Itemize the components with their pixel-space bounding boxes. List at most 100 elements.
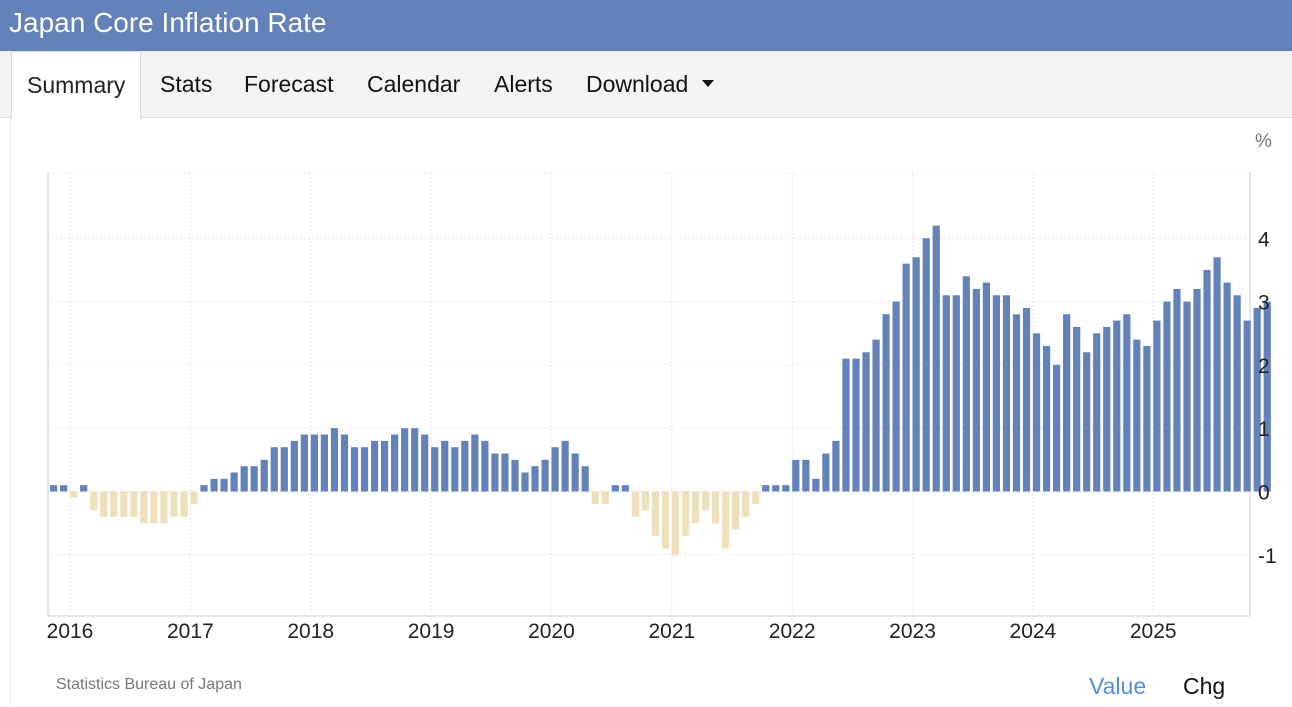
bar [912, 257, 920, 492]
bar [681, 491, 690, 536]
bar [541, 459, 549, 492]
bar [1163, 301, 1171, 492]
bar [601, 491, 609, 505]
bar [1093, 333, 1101, 492]
bar [631, 491, 639, 517]
bar [230, 472, 238, 492]
bar [50, 485, 58, 492]
bar [451, 447, 459, 492]
bar [491, 453, 499, 492]
bar [70, 491, 78, 498]
bar [671, 491, 680, 555]
bar [902, 263, 910, 492]
bar [1223, 282, 1231, 492]
bar [762, 485, 770, 492]
bar [1193, 288, 1201, 492]
bar [240, 466, 248, 492]
bar [641, 491, 649, 511]
bar [661, 491, 670, 549]
x-tick-label: 2016 [47, 620, 94, 643]
bar [701, 491, 710, 511]
tab-forecast[interactable]: Forecast [244, 71, 334, 97]
x-tick-label: 2025 [1130, 620, 1177, 643]
bar [591, 491, 599, 505]
bar [501, 453, 509, 492]
bar [621, 485, 629, 492]
bar [280, 447, 288, 492]
bar [180, 491, 188, 517]
bar [110, 491, 118, 517]
bar [962, 276, 970, 492]
bar [1042, 345, 1051, 492]
bar [872, 339, 880, 492]
bar [1233, 295, 1241, 492]
bar [982, 282, 990, 492]
bar [1053, 364, 1061, 492]
bar [1203, 269, 1211, 492]
bar [330, 428, 339, 492]
bar [742, 491, 750, 517]
bar [691, 491, 700, 524]
value-toggle[interactable]: Value [1089, 673, 1147, 699]
bar [551, 447, 559, 492]
chg-toggle[interactable]: Chg [1183, 673, 1226, 699]
y-tick-label: -1 [1258, 545, 1277, 568]
bar [391, 434, 399, 492]
bar [1103, 326, 1111, 492]
bar [370, 440, 379, 492]
x-tick-label: 2017 [167, 620, 214, 643]
bar [421, 434, 429, 492]
tab-alerts[interactable]: Alerts [494, 71, 553, 97]
bar [521, 472, 529, 492]
x-tick-label: 2021 [648, 620, 695, 643]
bar [401, 428, 409, 492]
tab-download[interactable]: Download [571, 51, 729, 118]
bar [1073, 326, 1081, 492]
bar [892, 301, 900, 492]
y-tick-label: 4 [1258, 228, 1270, 251]
bar [431, 447, 439, 492]
bar [972, 288, 980, 492]
bar [1083, 352, 1091, 492]
bar [310, 434, 318, 492]
x-tick-label: 2024 [1010, 620, 1057, 643]
bar [922, 238, 930, 492]
bar [270, 447, 278, 492]
bar [752, 491, 760, 505]
bar [1143, 345, 1151, 492]
bar [290, 440, 298, 492]
bar [200, 485, 208, 492]
bar [380, 440, 389, 492]
bar [1002, 295, 1011, 492]
tab-calendar[interactable]: Calendar [367, 71, 461, 97]
title-bar: Japan Core Inflation Rate [0, 0, 1292, 51]
bar [100, 491, 108, 517]
bar [782, 485, 790, 492]
bar [170, 491, 178, 517]
bar [150, 491, 158, 524]
bar [832, 440, 840, 492]
bar [481, 440, 489, 492]
bar [60, 485, 68, 492]
bar [1133, 339, 1141, 492]
tab-stats[interactable]: Stats [160, 71, 213, 97]
y-tick-label: 2 [1258, 355, 1270, 378]
bar [772, 485, 780, 492]
bar [1263, 301, 1271, 492]
bar [812, 478, 820, 492]
bar [842, 358, 850, 492]
bar [190, 491, 198, 505]
tab-summary[interactable]: Summary [11, 51, 142, 119]
bar [411, 428, 419, 492]
bar [90, 491, 98, 511]
bar [350, 447, 359, 492]
bar [1153, 320, 1161, 492]
bar [882, 314, 890, 492]
x-tick-label: 2019 [408, 620, 455, 643]
x-tick-label: 2018 [287, 620, 334, 643]
x-tick-label: 2022 [769, 620, 816, 643]
x-tick-label: 2020 [528, 620, 575, 643]
bar [260, 459, 268, 492]
bar [852, 358, 860, 492]
